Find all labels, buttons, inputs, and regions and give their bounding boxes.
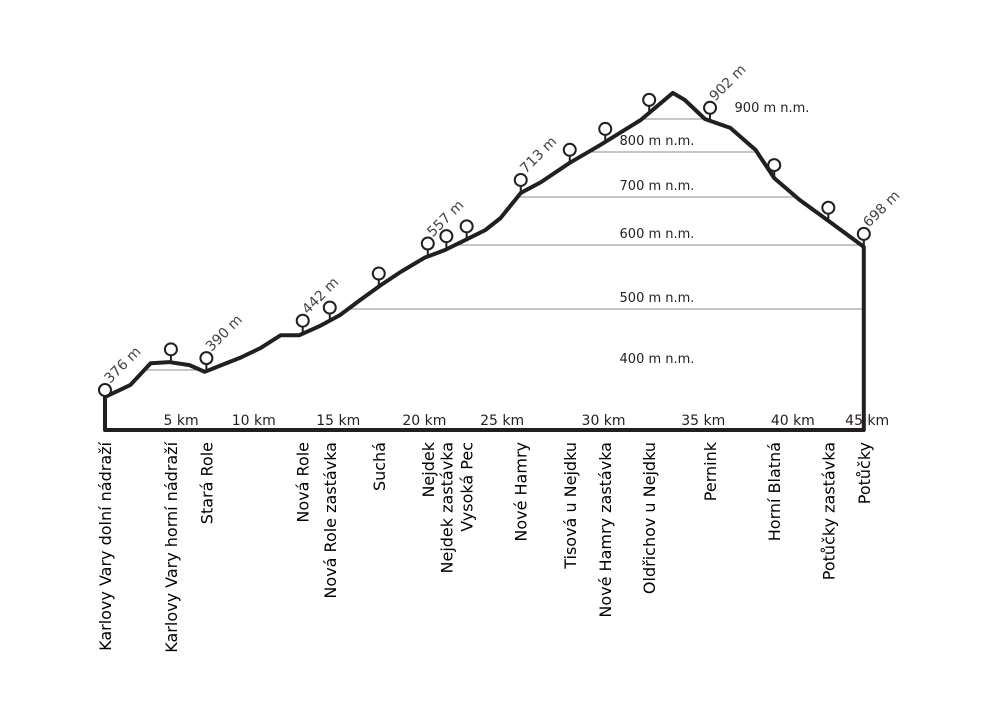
station-pin-icon bbox=[642, 92, 657, 107]
station-name-label: Karlovy Vary dolní nádraží bbox=[96, 441, 115, 650]
station-name-label: Tisová u Nejdku bbox=[561, 442, 580, 570]
station-pin-icon bbox=[459, 219, 474, 234]
station-pin-icon bbox=[821, 200, 836, 215]
x-tick-label: 15 km bbox=[316, 413, 360, 429]
station-pin-icon bbox=[98, 383, 112, 397]
elevation-level-label: 500 m n.m. bbox=[620, 291, 695, 306]
station-pin-icon bbox=[513, 172, 528, 187]
station-name-label: Nová Role zastávka bbox=[321, 442, 340, 599]
station-name-label: Nejdek bbox=[419, 441, 438, 497]
station-name-label: Stará Role bbox=[197, 442, 216, 524]
station-pin-icon bbox=[703, 100, 718, 115]
x-tick-label: 45 km bbox=[845, 413, 889, 429]
station-name-label: Nová Role bbox=[294, 442, 313, 523]
x-tick-label: 5 km bbox=[163, 413, 198, 429]
station-elevation-label: 698 m bbox=[860, 188, 903, 231]
station-name-label: Nové Hamry zastávka bbox=[596, 442, 615, 618]
station-pin-icon bbox=[295, 313, 310, 328]
station-name-label: Oldřichov u Nejdku bbox=[640, 442, 659, 594]
elevation-level-label: 900 m n.m. bbox=[735, 101, 810, 116]
station-pin-icon bbox=[163, 342, 178, 357]
station-name-label: Horní Blatná bbox=[765, 442, 784, 541]
elevation-level-label: 700 m n.m. bbox=[620, 179, 695, 194]
station-name-label: Nové Hamry bbox=[512, 442, 531, 542]
station-pin-icon bbox=[420, 236, 435, 251]
elevation-level-label: 800 m n.m. bbox=[620, 134, 695, 149]
x-tick-label: 30 km bbox=[582, 413, 626, 429]
station-name-label: Nejdek zastávka bbox=[437, 442, 456, 573]
elevation-level-label: 600 m n.m. bbox=[620, 227, 695, 242]
station-pin-icon bbox=[767, 158, 782, 173]
station-pin-icon bbox=[439, 229, 454, 244]
station-name-label: Pernink bbox=[701, 441, 720, 501]
station-name-label: Suchá bbox=[370, 442, 389, 491]
station-elevation-label: 902 m bbox=[707, 62, 750, 105]
station-name-label: Vysoká Pec bbox=[458, 442, 477, 532]
station-elevation-label: 713 m bbox=[517, 134, 560, 177]
station-name-label: Karlovy Vary horní nádraží bbox=[162, 441, 181, 652]
x-tick-label: 25 km bbox=[480, 413, 524, 429]
station-pin-icon bbox=[199, 351, 214, 366]
station-pin-icon bbox=[371, 266, 386, 281]
x-tick-label: 10 km bbox=[232, 413, 276, 429]
station-pin-icon bbox=[562, 142, 577, 157]
x-tick-label: 35 km bbox=[681, 413, 725, 429]
elevation-profile-line bbox=[103, 90, 866, 432]
x-tick-label: 40 km bbox=[771, 413, 815, 429]
station-elevation-label: 390 m bbox=[203, 312, 246, 355]
station-pin-icon bbox=[856, 226, 871, 241]
station-name-label: Potůčky zastávka bbox=[819, 442, 838, 580]
x-tick-label: 20 km bbox=[402, 413, 446, 429]
station-elevation-label: 376 m bbox=[102, 344, 145, 387]
station-pin-icon bbox=[322, 300, 337, 315]
station-pin-icon bbox=[598, 121, 613, 136]
elevation-level-label: 400 m n.m. bbox=[620, 352, 695, 367]
station-name-label: Potůčky bbox=[855, 442, 874, 504]
